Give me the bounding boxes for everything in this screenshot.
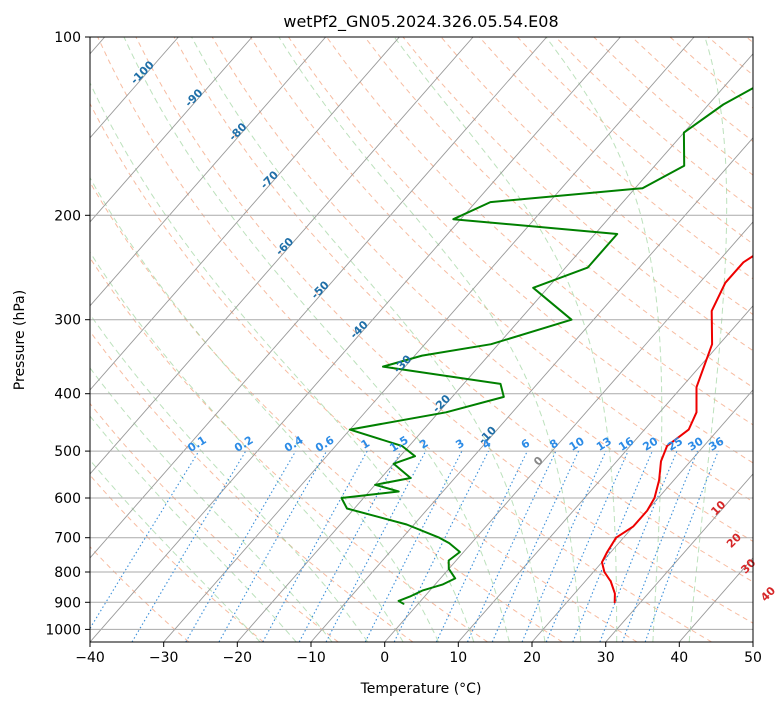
mixing-ratio-line xyxy=(545,450,629,642)
isotherm xyxy=(90,37,253,223)
x-tick-label: 0 xyxy=(380,650,389,666)
mixing-ratio-line xyxy=(364,450,463,642)
dry-adiabat xyxy=(90,181,563,642)
dry-adiabat xyxy=(173,37,753,583)
chart-title: wetPf2_GN05.2024.326.05.54.E08 xyxy=(283,12,558,32)
moist-adiabat xyxy=(90,459,261,642)
mixing-ratio-line xyxy=(298,450,402,642)
x-tick-label: 20 xyxy=(523,650,541,666)
isotherm xyxy=(236,53,753,642)
dry-adiabat xyxy=(90,474,264,642)
isotherm xyxy=(90,37,474,475)
moist-adiabat xyxy=(688,37,728,642)
isotherm xyxy=(90,37,621,642)
moist-adiabat xyxy=(123,37,510,642)
isotherm xyxy=(163,37,695,642)
dewpoint-profile-line xyxy=(340,86,753,605)
y-tick-label: 900 xyxy=(54,595,81,611)
mixing-ratio-line xyxy=(90,450,200,630)
moist-adiabat xyxy=(191,37,546,642)
axis-layer: −40 −30 −20 −10 0 10 20 30 40 50 100 200 300 400 500 60… xyxy=(45,30,762,666)
dry-adiabat xyxy=(135,37,753,624)
isotherm xyxy=(384,221,753,642)
x-tick-label: −30 xyxy=(149,650,179,666)
isotherm xyxy=(90,37,548,559)
isotherm xyxy=(90,37,327,307)
isotherm xyxy=(310,137,753,642)
x-axis-label: Temperature (°C) xyxy=(360,681,482,697)
plot-frame xyxy=(89,36,754,643)
dry-adiabat xyxy=(97,37,712,642)
y-tick-label: 400 xyxy=(54,387,81,403)
y-axis-label: Pressure (hPa) xyxy=(12,290,28,390)
background-lines xyxy=(90,37,753,642)
mixing-ratio-line xyxy=(599,450,678,642)
mixing-ratio-line xyxy=(491,450,580,642)
dry-adiabat xyxy=(402,37,753,352)
x-tick-label: 10 xyxy=(449,650,467,666)
x-tick-label: 30 xyxy=(597,650,615,666)
y-tick-label: 700 xyxy=(54,531,81,547)
moist-adiabat xyxy=(545,37,663,642)
y-tick-label: 500 xyxy=(54,444,81,460)
isotherm xyxy=(457,305,753,642)
moist-adiabat xyxy=(278,37,582,642)
isotherm xyxy=(90,37,400,391)
dry-adiabat xyxy=(90,257,488,642)
dry-adiabat xyxy=(440,37,753,316)
isotherm xyxy=(531,389,753,642)
moist-adiabat xyxy=(90,313,369,642)
x-tick-label: 40 xyxy=(670,650,688,666)
y-tick-label: 100 xyxy=(54,30,81,46)
dry-adiabat xyxy=(288,37,753,464)
y-tick-label: 200 xyxy=(54,208,81,224)
y-tick-label: 800 xyxy=(54,565,81,581)
moist-adiabat xyxy=(90,81,475,642)
temperature-profile-line xyxy=(601,254,753,604)
y-tick-label: 300 xyxy=(54,313,81,329)
mixing-ratio-line xyxy=(621,450,699,642)
mixing-ratio-line xyxy=(521,450,607,642)
dry-adiabat xyxy=(326,37,753,426)
mixing-ratio-line xyxy=(218,450,328,642)
series-layer xyxy=(340,86,753,605)
mixing-ratio-line xyxy=(572,450,653,642)
moist-adiabat xyxy=(90,251,404,642)
dry-adiabat xyxy=(90,102,638,642)
x-tick-label: 50 xyxy=(744,650,762,666)
y-tick-label: 1000 xyxy=(45,622,81,638)
mixing-ratio-line xyxy=(393,450,489,642)
mixing-ratio-line xyxy=(644,450,719,642)
x-tick-label: −20 xyxy=(223,650,253,666)
x-tick-label: −40 xyxy=(75,650,105,666)
isotherm xyxy=(605,473,753,642)
x-tick-label: −10 xyxy=(296,650,326,666)
moist-adiabat xyxy=(90,176,439,642)
dry-adiabat xyxy=(90,402,339,642)
y-tick-label: 600 xyxy=(54,491,81,507)
mixing-ratio-line xyxy=(262,450,368,642)
